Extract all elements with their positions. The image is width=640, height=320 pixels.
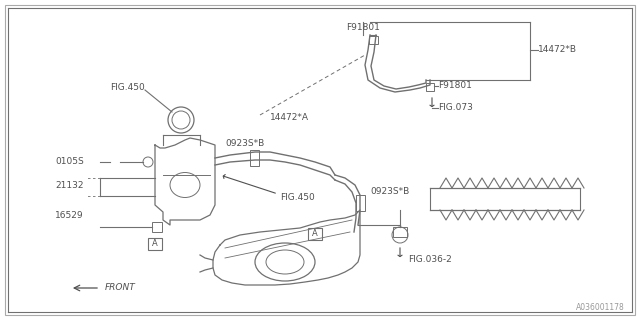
Text: F91801: F91801 <box>438 82 472 91</box>
Text: A: A <box>152 239 158 249</box>
Bar <box>148 238 162 250</box>
Bar <box>152 222 162 232</box>
Text: A036001178: A036001178 <box>576 303 625 313</box>
Text: FIG.073: FIG.073 <box>438 103 473 113</box>
Bar <box>356 195 365 211</box>
Bar <box>369 36 378 44</box>
Text: FRONT: FRONT <box>105 284 136 292</box>
Text: 14472*B: 14472*B <box>538 45 577 54</box>
Text: FIG.036-2: FIG.036-2 <box>408 255 452 265</box>
Text: 0923S*B: 0923S*B <box>225 139 264 148</box>
Bar <box>426 83 434 91</box>
Bar <box>250 150 259 166</box>
Text: FIG.450: FIG.450 <box>110 84 145 92</box>
Text: 16529: 16529 <box>55 211 84 220</box>
Text: A: A <box>312 229 318 238</box>
Text: 0923S*B: 0923S*B <box>370 188 409 196</box>
Text: 0105S: 0105S <box>55 157 84 166</box>
Bar <box>393 227 407 237</box>
Bar <box>308 228 322 240</box>
Text: 21132: 21132 <box>55 180 83 189</box>
Text: FIG.450: FIG.450 <box>280 194 315 203</box>
Text: F91801: F91801 <box>346 22 380 31</box>
Text: 14472*A: 14472*A <box>270 114 309 123</box>
